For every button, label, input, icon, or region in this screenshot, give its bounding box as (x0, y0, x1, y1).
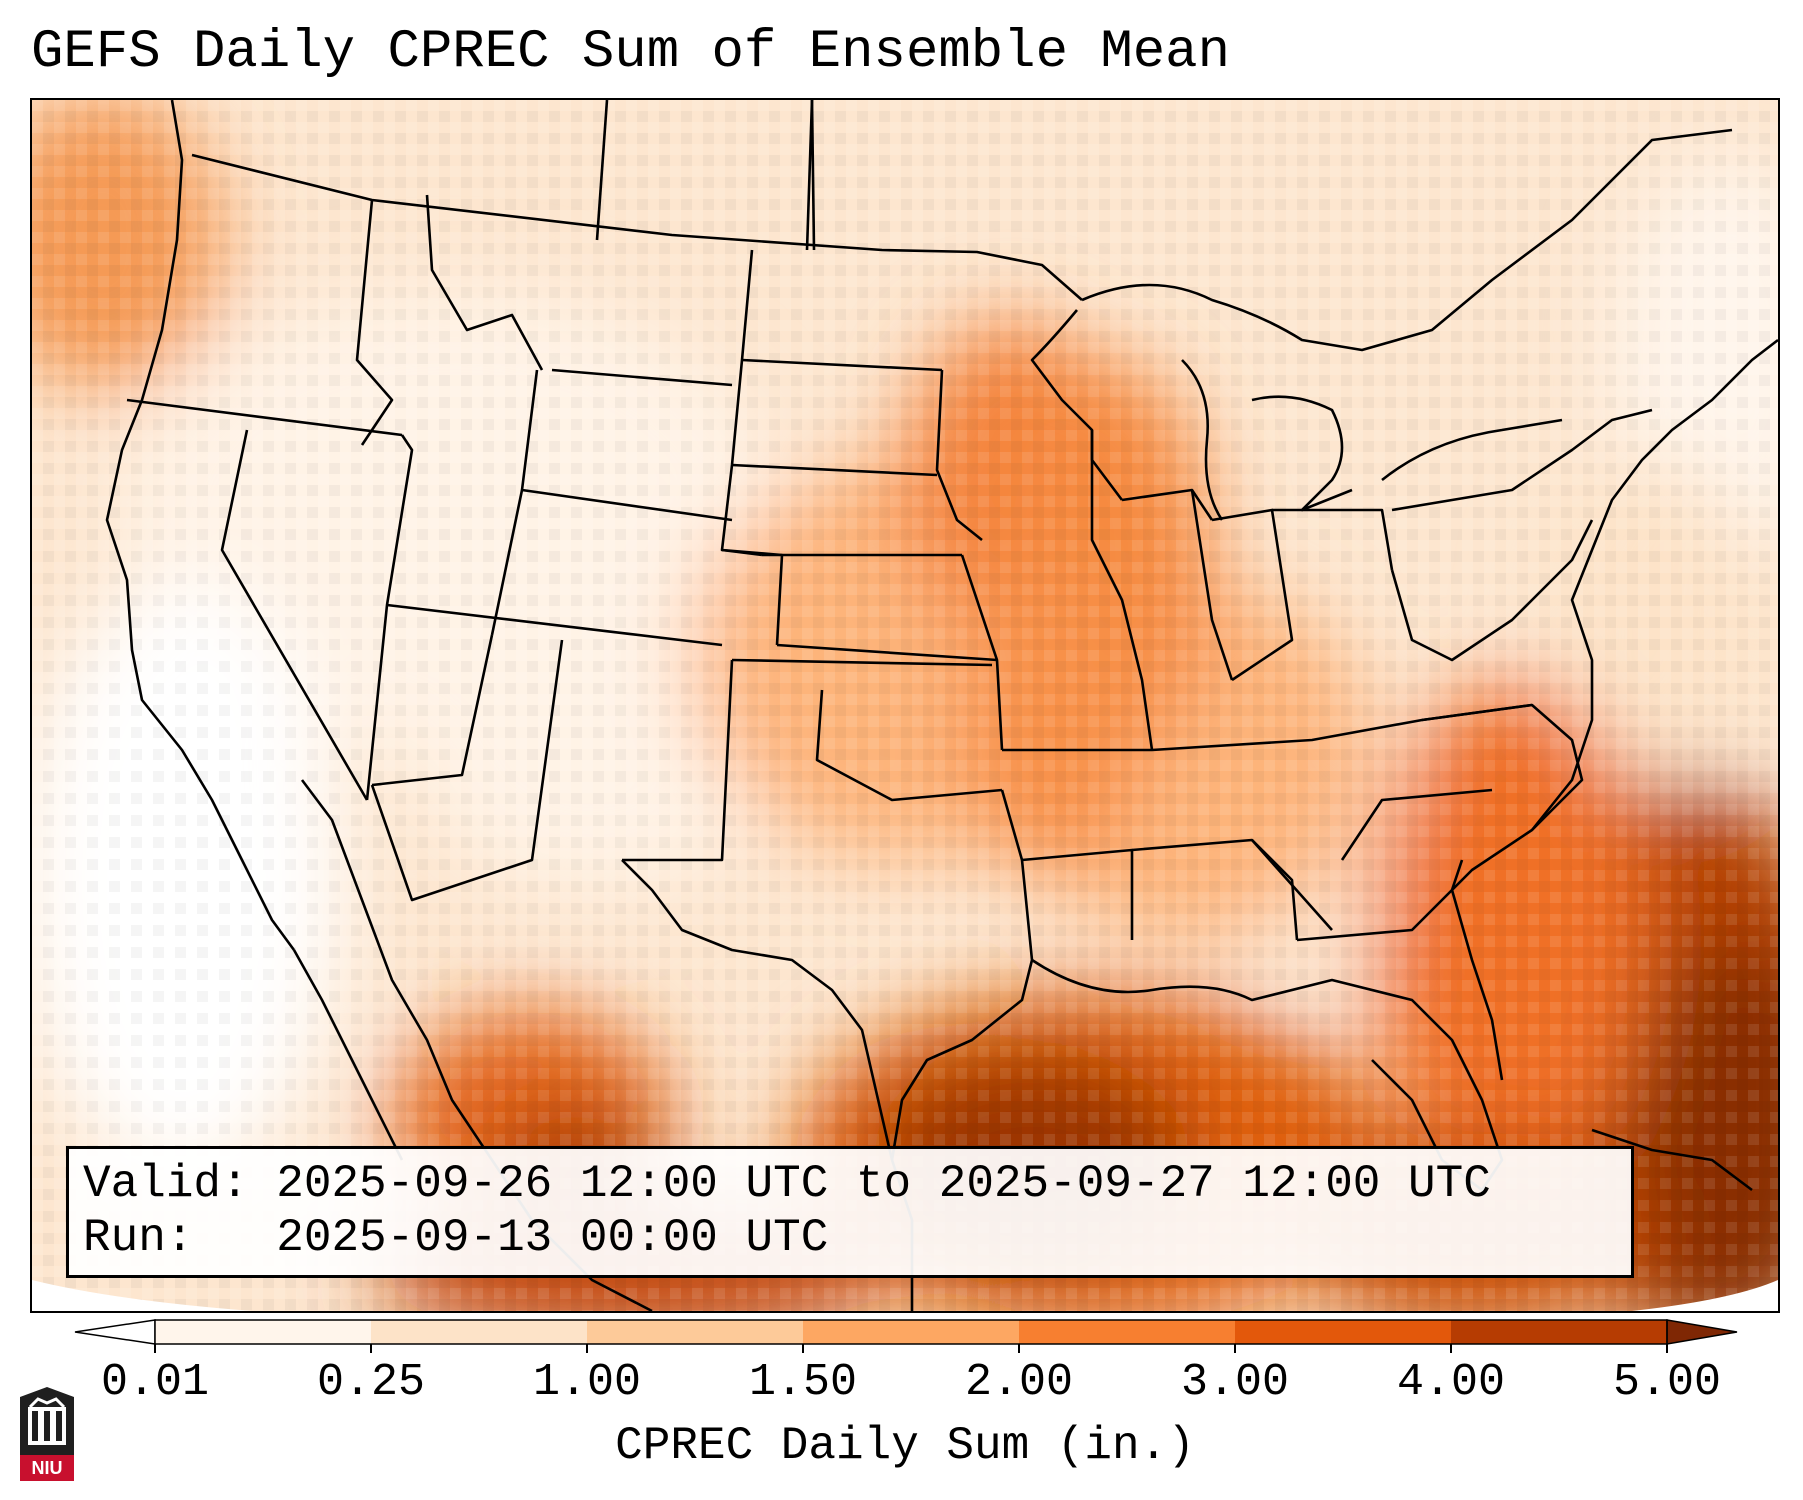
valid-time-text: Valid: 2025-09-26 12:00 UTC to 2025-09-2… (83, 1158, 1491, 1210)
colorbar-over-extend (1666, 1319, 1738, 1345)
projection-edge-right (1632, 1280, 1778, 1311)
run-time-text: Run: 2025-09-13 00:00 UTC (83, 1212, 829, 1264)
colorbar-tick-label: 3.00 (1180, 1357, 1290, 1408)
colorbar-tick-label: 5.00 (1612, 1357, 1722, 1408)
colorbar-tick-label: 0.25 (316, 1357, 426, 1408)
colorbar-outline (154, 1319, 1668, 1345)
niu-logo-icon (20, 1387, 74, 1481)
projection-edge-left (32, 1280, 252, 1311)
colorbar-bin (371, 1320, 588, 1344)
chart-title: GEFS Daily CPREC Sum of Ensemble Mean (31, 22, 1230, 83)
colorbar-tick-label: 1.50 (748, 1357, 858, 1408)
precip-map (30, 98, 1780, 1313)
colorbar-label: CPREC Daily Sum (in.) (615, 1420, 1195, 1472)
colorbar-bin (803, 1320, 1020, 1344)
colorbar-bin (155, 1320, 372, 1344)
map-canvas (32, 100, 1778, 1311)
colorbar-tick-label: 2.00 (964, 1357, 1074, 1408)
colorbar-bin (587, 1320, 804, 1344)
colorbar-tick-label: 1.00 (532, 1357, 642, 1408)
colorbar-bin (1019, 1320, 1236, 1344)
colorbar-svg (74, 1319, 1738, 1353)
valid-run-info-box: Valid: 2025-09-26 12:00 UTC to 2025-09-2… (66, 1146, 1634, 1278)
colorbar (70, 1312, 1740, 1359)
precip-field (32, 100, 1778, 1311)
colorbar-tick-label: 0.01 (100, 1357, 210, 1408)
colorbar-tick-label: 4.00 (1396, 1357, 1506, 1408)
colorbar-bin (1235, 1320, 1452, 1344)
niu-logo-text: NIU (31, 1458, 63, 1478)
niu-logo (18, 1385, 76, 1488)
colorbar-bin (1451, 1320, 1668, 1344)
state-borders (105, 100, 1778, 1311)
colorbar-under-extend (74, 1319, 156, 1345)
